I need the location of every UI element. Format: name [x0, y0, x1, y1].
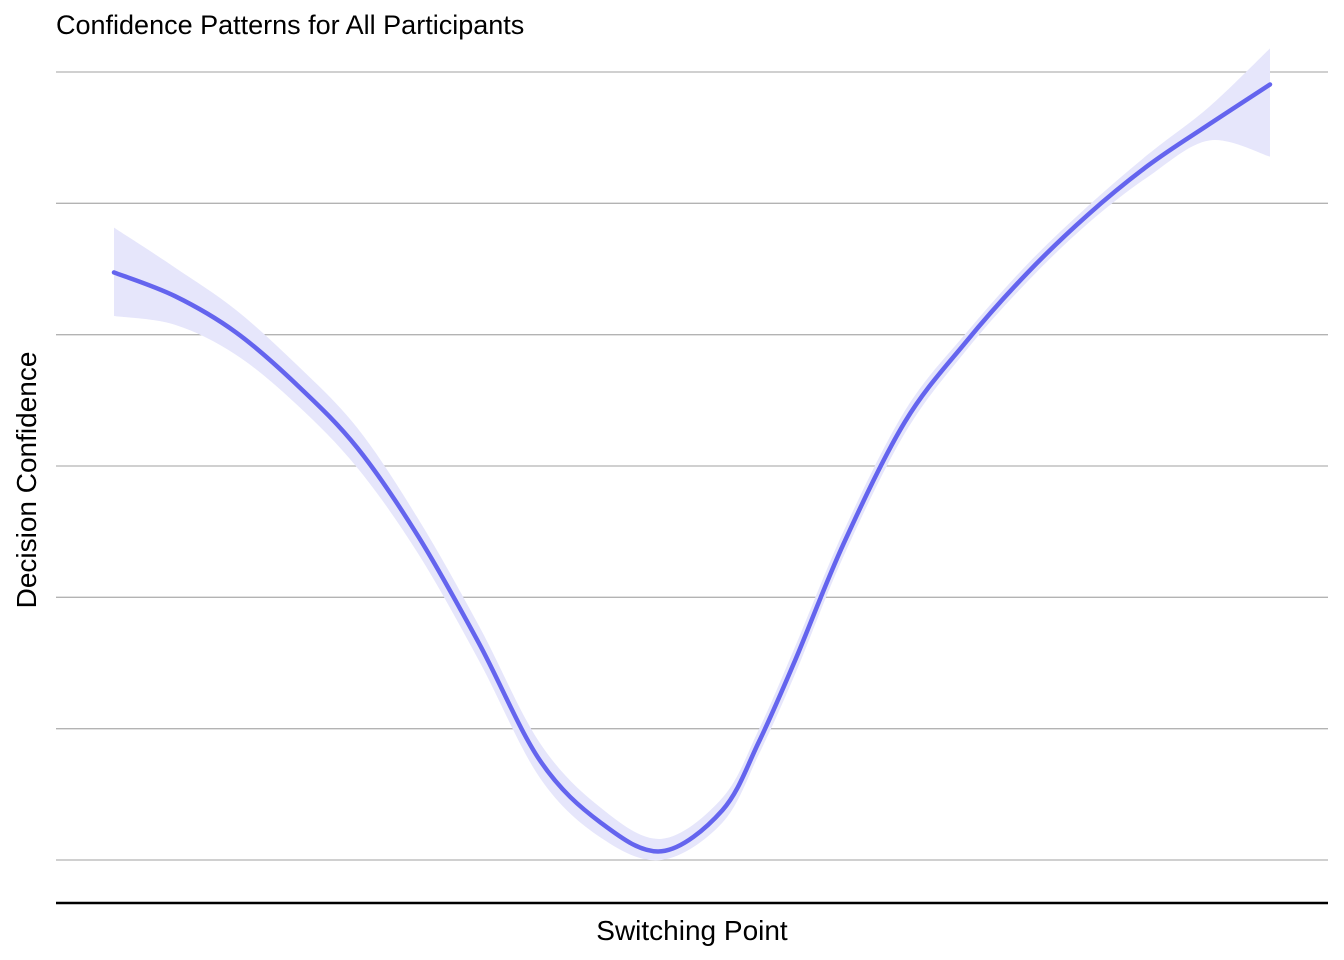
x-axis-label: Switching Point — [596, 915, 788, 946]
series-line — [111, 82, 1273, 854]
confidence-band — [114, 48, 1270, 861]
chart-title: Confidence Patterns for All Participants — [56, 10, 525, 40]
y-axis-label: Decision Confidence — [11, 352, 42, 609]
gridlines — [56, 71, 1328, 861]
